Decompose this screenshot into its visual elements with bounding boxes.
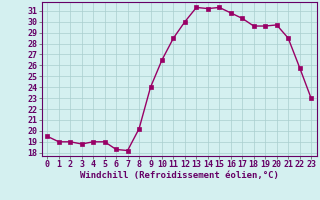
X-axis label: Windchill (Refroidissement éolien,°C): Windchill (Refroidissement éolien,°C) bbox=[80, 171, 279, 180]
